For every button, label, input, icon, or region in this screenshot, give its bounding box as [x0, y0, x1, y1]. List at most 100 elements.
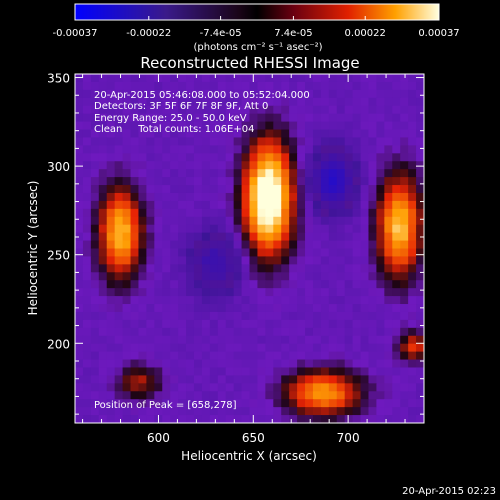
heatmap-cell	[392, 177, 401, 186]
heatmap-cell	[305, 383, 314, 392]
heatmap-cell	[320, 280, 330, 289]
heatmap-cell	[297, 185, 306, 194]
heatmap-cell	[376, 113, 385, 123]
heatmap-cell	[289, 319, 298, 329]
heatmap-cell	[90, 288, 100, 297]
heatmap-cell	[392, 391, 401, 400]
heatmap-cell	[82, 288, 92, 297]
heatmap-cell	[225, 288, 235, 297]
heatmap-cell	[297, 145, 306, 154]
heatmap-cell	[360, 113, 370, 123]
heatmap-cell	[352, 216, 362, 226]
heatmap-cell	[138, 240, 147, 250]
heatmap-cell	[98, 161, 108, 170]
heatmap-cell	[146, 319, 155, 329]
heatmap-cell	[138, 113, 147, 123]
heatmap-cell	[297, 319, 306, 329]
heatmap-cell	[408, 192, 417, 202]
heatmap-cell	[193, 351, 203, 361]
heatmap-cell	[130, 105, 140, 115]
heatmap-cell	[257, 161, 266, 170]
heatmap-cell	[98, 383, 108, 392]
heatmap-cell	[312, 359, 322, 369]
heatmap-cell	[297, 248, 306, 258]
heatmap-cell	[360, 105, 370, 115]
heatmap-cell	[241, 169, 251, 178]
heatmap-cell	[352, 113, 362, 123]
heatmap-cell	[154, 288, 163, 297]
heatmap-cell	[289, 272, 298, 281]
heatmap-cell	[416, 415, 424, 423]
heatmap-cell	[336, 113, 346, 123]
heatmap-cell	[154, 280, 163, 289]
heatmap-cell	[344, 367, 354, 377]
heatmap-cell	[265, 272, 274, 281]
heatmap-cell	[193, 129, 203, 139]
heatmap-cell	[312, 280, 322, 289]
heatmap-cell	[114, 161, 124, 170]
heatmap-cell	[352, 153, 362, 162]
heatmap-cell	[178, 359, 187, 369]
heatmap-cell	[360, 359, 370, 369]
heatmap-cell	[281, 81, 290, 91]
heatmap-cell	[217, 185, 227, 194]
heatmap-cell	[312, 153, 322, 162]
heatmap-cell	[90, 319, 100, 329]
heatmap-cell	[106, 343, 116, 353]
heatmap-cell	[281, 161, 290, 170]
heatmap-cell	[384, 304, 393, 313]
heatmap-cell	[400, 129, 409, 139]
heatmap-cell	[162, 367, 171, 377]
heatmap-cell	[281, 185, 290, 194]
heatmap-cell	[336, 200, 346, 210]
heatmap-cell	[368, 153, 378, 162]
heatmap-cell	[241, 296, 251, 305]
heatmap-cell	[297, 351, 306, 361]
heatmap-cell	[162, 153, 171, 162]
heatmap-cell	[416, 264, 424, 273]
heatmap-cell	[82, 311, 92, 321]
heatmap-cell	[416, 137, 424, 146]
heatmap-cell	[122, 145, 132, 154]
heatmap-cell	[265, 319, 274, 329]
heatmap-cell	[241, 161, 251, 170]
heatmap-cell	[352, 359, 362, 369]
heatmap-cell	[233, 383, 243, 392]
heatmap-cell	[98, 415, 108, 423]
heatmap-cell	[265, 343, 274, 353]
heatmap-cell	[170, 137, 179, 146]
heatmap-cell	[146, 121, 155, 131]
heatmap-cell	[241, 200, 251, 210]
heatmap-cell	[146, 240, 155, 250]
heatmap-cell	[178, 161, 187, 170]
heatmap-cell	[312, 240, 322, 250]
heatmap-cell	[186, 129, 195, 139]
annotation-time-range: 20-Apr-2015 05:46:08.000 to 05:52:04.000	[94, 90, 310, 101]
heatmap-cell	[201, 367, 211, 377]
heatmap-cell	[273, 240, 282, 250]
heatmap-cell	[209, 224, 219, 234]
heatmap-cell	[289, 359, 298, 369]
heatmap-cell	[90, 391, 100, 400]
heatmap-cell	[352, 177, 362, 186]
heatmap-cell	[376, 153, 385, 162]
heatmap-cell	[281, 137, 290, 146]
heatmap-cell	[241, 185, 251, 194]
heatmap-cell	[130, 177, 140, 186]
heatmap-cell	[312, 192, 322, 202]
heatmap-cell	[297, 161, 306, 170]
heatmap-cell	[82, 169, 92, 178]
heatmap-cell	[384, 121, 393, 131]
heatmap-cell	[249, 240, 259, 250]
heatmap-cell	[122, 304, 132, 313]
heatmap-cell	[376, 256, 385, 265]
heatmap-cell	[154, 272, 163, 281]
heatmap-cell	[201, 311, 211, 321]
heatmap-cell	[233, 351, 243, 361]
heatmap-cell	[392, 232, 401, 242]
heatmap-cell	[336, 399, 346, 408]
heatmap-cell	[201, 232, 211, 242]
heatmap-cell	[217, 81, 227, 91]
heatmap-cell	[178, 272, 187, 281]
heatmap-cell	[75, 351, 84, 361]
